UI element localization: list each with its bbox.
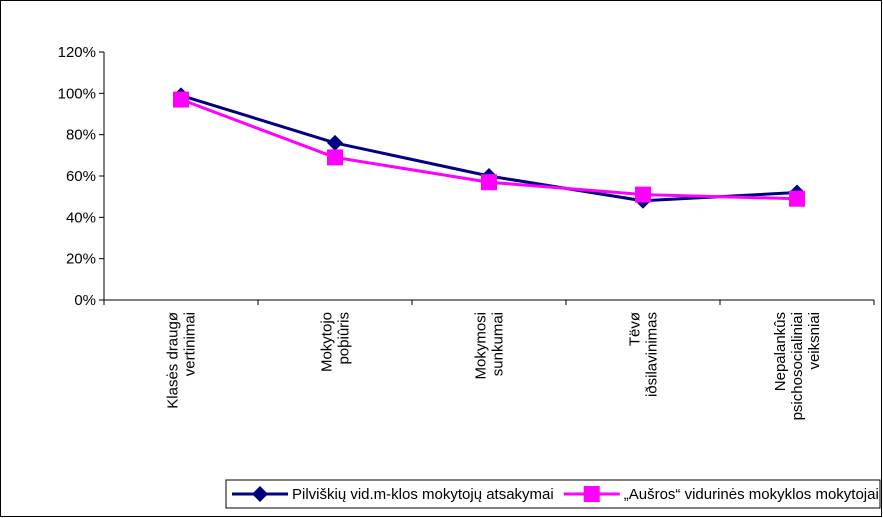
marker bbox=[635, 186, 651, 203]
y-tick-label: 120% bbox=[58, 44, 96, 61]
legend-label: „Aušros“ vidurinės mokyklos mokytojai bbox=[624, 486, 879, 503]
y-tick-label: 100% bbox=[58, 85, 96, 102]
legend: Pilviškių vid.m-klos mokytojų atsakymai „… bbox=[225, 479, 881, 509]
legend-label: Pilviškių vid.m-klos mokytojų atsakymai bbox=[292, 486, 554, 503]
legend-box bbox=[225, 479, 881, 509]
marker bbox=[327, 149, 343, 166]
marker bbox=[583, 486, 600, 502]
marker bbox=[481, 174, 497, 191]
x-tick-label: Nepalankûspsichosocialiniaiveiksniai bbox=[772, 312, 823, 420]
marker bbox=[173, 91, 189, 108]
y-tick-label: 60% bbox=[66, 168, 96, 185]
x-tick-label: Tëvøiðsilavinimas bbox=[627, 312, 661, 397]
x-tick-label: Klasės draugøvertinimai bbox=[165, 312, 199, 409]
x-tick-label: Mokymosisunkumai bbox=[473, 312, 507, 380]
marker bbox=[252, 486, 268, 502]
marker bbox=[789, 190, 805, 207]
marker bbox=[327, 134, 343, 151]
y-tick-label: 80% bbox=[66, 127, 96, 144]
y-tick-label: 20% bbox=[66, 251, 96, 268]
x-tick-label: Mokytojopoþiûris bbox=[319, 312, 353, 372]
y-tick-label: 0% bbox=[74, 292, 96, 309]
y-tick-label: 40% bbox=[66, 209, 96, 226]
